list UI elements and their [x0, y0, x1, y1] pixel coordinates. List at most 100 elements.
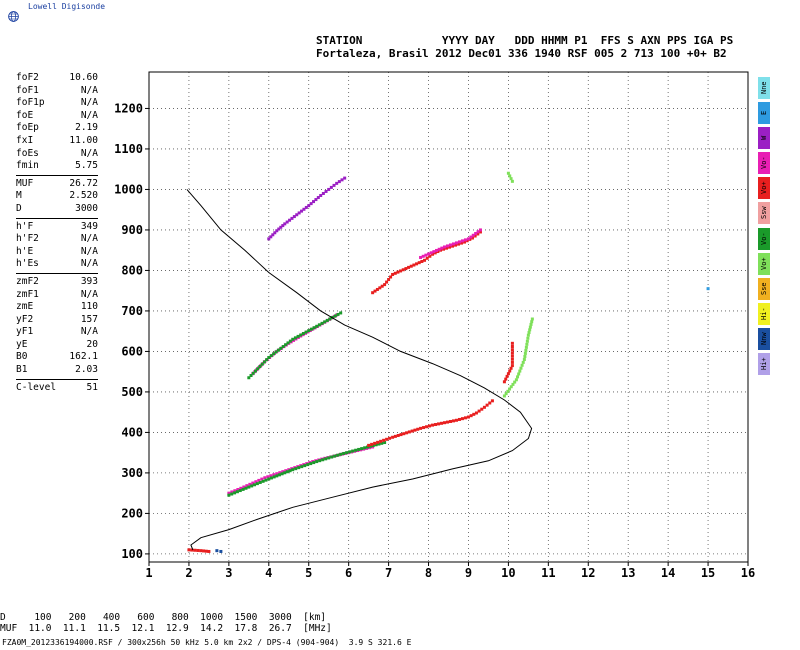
parameter-row: h'F2 N/A	[16, 233, 98, 246]
header-line-2: Fortaleza, Brasil 2012 Dec01 336 1940 RS…	[316, 47, 727, 60]
trace-point	[462, 240, 466, 244]
legend-swatch: E	[758, 102, 770, 125]
trace-point	[509, 177, 513, 181]
trace-point	[266, 475, 270, 479]
panel-separator	[16, 378, 98, 380]
trace-point	[307, 204, 311, 208]
trace-point	[230, 492, 234, 496]
x-tick-label: 9	[465, 566, 472, 580]
trace-point	[280, 472, 284, 476]
trace-point	[396, 270, 400, 274]
trace-point	[477, 409, 481, 413]
trace-point	[279, 346, 283, 350]
trace-point	[199, 549, 203, 553]
trace-point	[342, 451, 346, 455]
trace-point	[469, 414, 473, 418]
legend-swatch: W	[758, 127, 770, 150]
trace-point	[264, 478, 268, 482]
parameter-row: foEp 2.19	[16, 122, 98, 135]
trace-point	[451, 419, 455, 423]
trace-point	[331, 315, 335, 319]
trace-point	[478, 230, 482, 234]
trace-point	[309, 462, 313, 466]
trace-point	[296, 334, 300, 338]
parameter-value: 2.520	[69, 190, 98, 202]
trace-point	[526, 336, 530, 340]
trace-point	[480, 407, 484, 411]
trace-point	[530, 317, 534, 321]
legend-swatch: Nnw	[758, 327, 770, 350]
trace-point	[263, 476, 267, 480]
trace-point	[304, 330, 308, 334]
parameter-label: B1	[16, 364, 28, 376]
trace-point	[261, 479, 265, 483]
trace-point	[385, 437, 389, 441]
parameter-value: N/A	[80, 233, 98, 245]
trace-point	[373, 441, 377, 445]
trace-point	[510, 345, 514, 349]
parameter-value: 20	[86, 338, 98, 350]
trace-point	[466, 415, 470, 419]
parameter-row: MUF 26.72	[16, 178, 98, 191]
trace-point	[265, 358, 269, 362]
trace-point	[285, 470, 289, 474]
trace-point	[339, 311, 343, 315]
trace-point	[425, 425, 429, 429]
trace-point	[275, 229, 279, 233]
trace-point	[388, 436, 392, 440]
trace-point	[357, 447, 361, 451]
trace-point	[301, 332, 305, 336]
y-tick-label: 1200	[114, 101, 143, 115]
parameter-value: N/A	[80, 147, 98, 159]
trace-point	[485, 403, 489, 407]
trace-point	[454, 418, 458, 422]
parameter-row: yF2 157	[16, 314, 98, 327]
parameter-label: foEs	[16, 147, 39, 159]
brand: Lowell Digisonde	[6, 2, 206, 22]
trace-point	[250, 484, 254, 488]
trace-point	[443, 245, 447, 249]
legend-swatch: Vo-	[758, 152, 770, 175]
parameter-value: 51	[86, 381, 98, 393]
trace-point	[504, 392, 508, 396]
parameter-value: N/A	[80, 258, 98, 270]
trace-point	[345, 451, 349, 455]
trace-point	[419, 426, 423, 430]
trace-point	[413, 428, 417, 432]
trace-point	[190, 548, 194, 552]
trace-point	[339, 452, 343, 456]
trace-point	[510, 354, 514, 358]
y-tick-label: 1000	[114, 182, 143, 196]
trace-point	[330, 455, 334, 459]
trace-point	[407, 265, 411, 269]
trace-point	[490, 399, 494, 403]
trace-point	[272, 473, 276, 477]
parameter-value: 157	[80, 313, 98, 325]
parameter-label: MUF	[16, 177, 34, 189]
trace-point	[297, 211, 301, 215]
trace-point	[396, 433, 400, 437]
trace-point	[445, 246, 449, 250]
trace-point	[502, 380, 506, 384]
legend-swatch: Nne	[758, 77, 770, 99]
parameter-row: h'Es N/A	[16, 258, 98, 271]
trace-point	[295, 213, 299, 217]
parameter-value: N/A	[80, 109, 98, 121]
trace-point	[324, 457, 328, 461]
x-tick-label: 6	[345, 566, 352, 580]
trace-point	[274, 350, 278, 354]
trace-point	[316, 196, 320, 200]
trace-point	[230, 490, 234, 494]
trace-point	[247, 485, 251, 489]
trace-point	[196, 548, 200, 552]
parameter-row: M 2.520	[16, 190, 98, 203]
parameter-row: foF1p N/A	[16, 97, 98, 110]
trace-point	[447, 245, 451, 249]
trace-point	[354, 448, 358, 452]
trace-point	[307, 329, 311, 333]
file-info-footer: FZA0M_2012336194000.RSF / 300x256h 50 kH…	[2, 638, 412, 647]
trace-point	[283, 471, 287, 475]
trace-point	[315, 324, 319, 328]
trace-point	[415, 262, 419, 266]
trace-point	[333, 314, 337, 318]
